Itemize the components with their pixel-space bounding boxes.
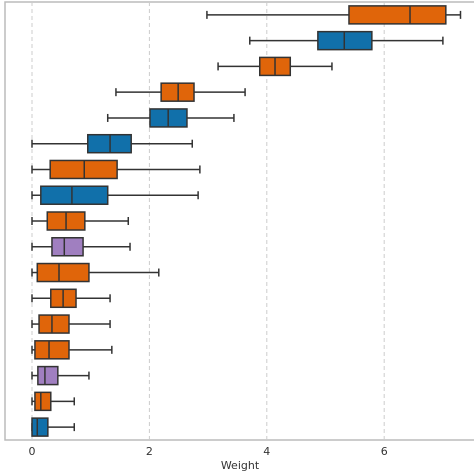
box — [36, 262, 90, 283]
box — [34, 391, 52, 412]
box — [51, 237, 84, 257]
x-tick-label: 2 — [146, 445, 153, 458]
box — [34, 340, 70, 360]
x-tick-label: 0 — [29, 445, 36, 458]
x-tick-label: 4 — [263, 445, 270, 458]
box — [40, 185, 109, 205]
x-tick-label: 6 — [381, 445, 388, 458]
box — [31, 417, 49, 437]
box — [37, 365, 59, 386]
plot-frame — [4, 1, 474, 441]
x-axis-label: Weight — [221, 459, 260, 472]
box — [348, 5, 447, 25]
box — [38, 314, 70, 334]
